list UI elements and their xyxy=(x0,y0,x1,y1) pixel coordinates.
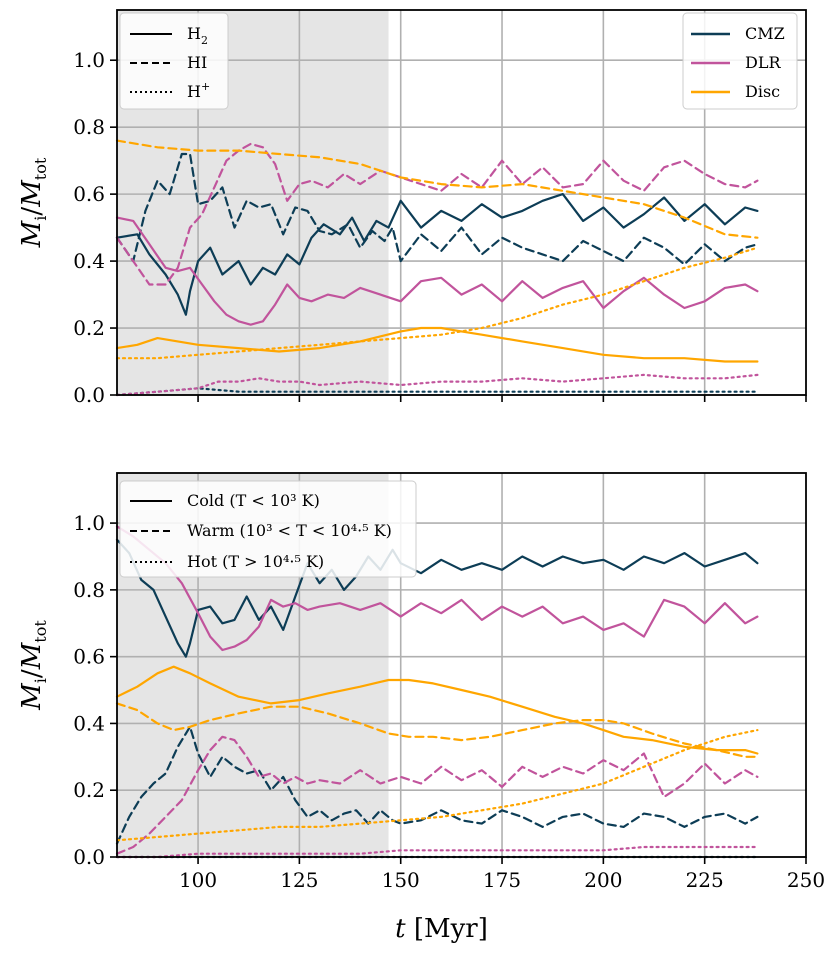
series-dlr-h- xyxy=(115,373,759,397)
xtick-label: 125 xyxy=(280,868,318,892)
xlabel-text: t [Myr] xyxy=(395,914,488,944)
ytick-label: 0.2 xyxy=(73,316,105,340)
xtick-label: 150 xyxy=(382,868,420,892)
ytick-label: 0.8 xyxy=(73,115,105,139)
ytick-label: 1.0 xyxy=(73,511,105,535)
series-disc-h2 xyxy=(115,326,759,363)
bottom-xlabel: t [Myr] xyxy=(395,914,488,944)
series-cmz-h2 xyxy=(115,193,759,316)
panel-top: 0.0 0.2 0.4 0.6 0.8 1.0 Mi/Mtot H2 HI H+ CMZ … xyxy=(17,9,807,407)
legend-dlr-label: DLR xyxy=(745,53,781,72)
top-legend-linestyles: H2 HI H+ xyxy=(119,12,229,110)
series-dlr-h2 xyxy=(115,216,759,326)
ylabel-text: Mi/Mtot xyxy=(17,157,50,248)
bottom-legend-temperature: Cold (T < 10³ K) Warm (10³ < T < 10⁴·⁵ K… xyxy=(119,480,417,578)
legend-cold-label: Cold (T < 10³ K) xyxy=(187,491,320,510)
bottom-ylabel: Mi/Mtot xyxy=(17,620,50,711)
ytick-label: 0.8 xyxy=(73,578,105,602)
series-disc-warm xyxy=(115,702,759,758)
top-legend-color-box xyxy=(682,12,798,110)
bottom-axes-frame xyxy=(116,472,807,858)
xtick-label: 175 xyxy=(483,868,521,892)
bottom-ticks: 0.0 0.2 0.4 0.6 0.8 1.0 100 125 150 175 200 225 250 xyxy=(73,511,825,892)
ytick-label: 0.6 xyxy=(73,645,105,669)
xtick-label: 225 xyxy=(686,868,724,892)
xtick-label: 250 xyxy=(787,868,825,892)
ytick-label: 0.2 xyxy=(73,778,105,802)
top-axes-frame xyxy=(116,9,807,396)
series-dlr-cold xyxy=(115,525,759,652)
legend-hot-label: Hot (T > 10⁴·⁵ K) xyxy=(187,552,324,571)
top-legend-style-box xyxy=(119,12,229,110)
top-ylabel: Mi/Mtot xyxy=(17,157,50,248)
ytick-label: 0.0 xyxy=(73,845,105,869)
series-cmz-hi xyxy=(115,152,759,266)
legend-hi-label: HI xyxy=(187,53,207,72)
legend-disc-label: Disc xyxy=(745,82,780,101)
xtick-label: 200 xyxy=(584,868,622,892)
ytick-label: 0.6 xyxy=(73,182,105,206)
legend-warm-label: Warm (10³ < T < 10⁴·⁵ K) xyxy=(187,521,392,540)
series-disc-cold xyxy=(115,665,759,755)
series-dlr-hot xyxy=(115,845,759,859)
legend-cmz-label: CMZ xyxy=(745,24,785,43)
ylabel-text: Mi/Mtot xyxy=(17,620,50,711)
series-disc-hi xyxy=(115,139,759,239)
series-disc-hot xyxy=(115,728,759,842)
bottom-legend-box xyxy=(119,480,417,578)
series-disc-h- xyxy=(115,246,759,360)
top-legend-regions: CMZ DLR Disc xyxy=(682,12,798,110)
ytick-label: 0.4 xyxy=(73,249,105,273)
ytick-label: 0.4 xyxy=(73,711,105,735)
series-dlr-warm xyxy=(115,735,759,855)
top-ticks: 0.0 0.2 0.4 0.6 0.8 1.0 xyxy=(73,48,807,407)
ytick-label: 0.0 xyxy=(73,383,105,407)
legend-h2-label: H2 xyxy=(187,24,208,47)
xtick-label: 100 xyxy=(179,868,217,892)
legend-hplus-label: H+ xyxy=(187,80,210,101)
top-series xyxy=(115,139,759,397)
ytick-label: 1.0 xyxy=(73,48,105,72)
series-cmz-h- xyxy=(115,387,759,397)
